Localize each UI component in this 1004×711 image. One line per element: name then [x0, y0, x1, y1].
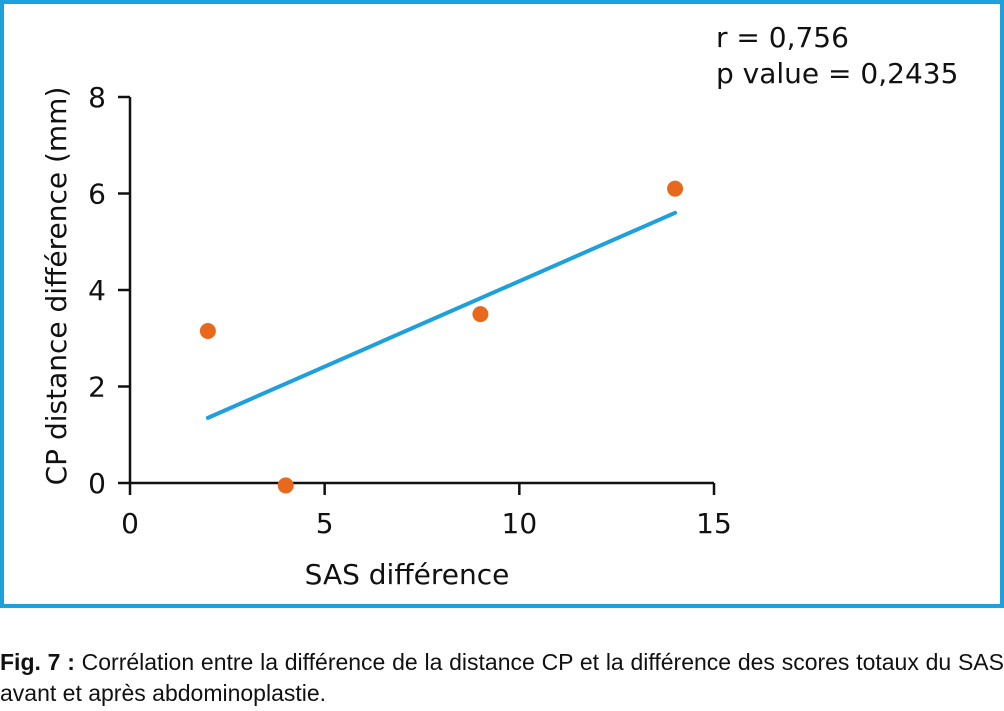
p-value: p value = 0,2435	[716, 57, 959, 90]
x-tick-label: 10	[502, 507, 538, 540]
caption-text: Corrélation entre la différence de la di…	[0, 649, 1004, 706]
y-tick-label: 2	[88, 371, 106, 404]
caption-label: Fig. 7 :	[0, 649, 75, 675]
data-point	[667, 180, 684, 197]
data-point	[472, 306, 489, 323]
x-tick-label: 0	[121, 507, 139, 540]
regression-line	[205, 210, 678, 420]
scatter-chart: 0 2 4 6 8 0 5 10 15 SAS différence CP distance dif…	[40, 81, 732, 591]
y-tick-label: 0	[88, 467, 106, 500]
data-point	[277, 477, 294, 494]
y-tick-label: 8	[88, 81, 106, 114]
stats-annotation: r = 0,756 p value = 0,2435	[716, 20, 958, 92]
x-tick-label: 5	[316, 507, 334, 540]
x-tick-label: 15	[696, 507, 732, 540]
figure-frame	[0, 0, 1004, 608]
y-tick-label: 4	[88, 274, 106, 307]
correlation-r: r = 0,756	[716, 21, 849, 54]
x-axis-label: SAS différence	[305, 558, 510, 591]
y-tick-label: 6	[88, 178, 106, 211]
figure-caption: Fig. 7 : Corrélation entre la différence…	[0, 647, 1004, 709]
y-axis-label: CP distance différence (mm)	[40, 87, 73, 486]
data-point	[199, 323, 216, 340]
